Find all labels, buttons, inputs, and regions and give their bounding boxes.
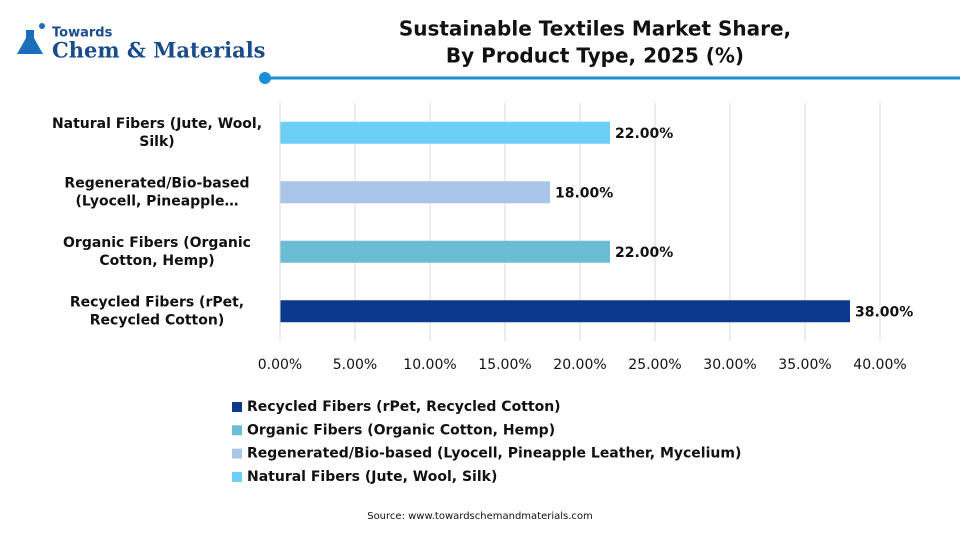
- x-tick-label: 5.00%: [333, 357, 377, 373]
- logo-icon: [17, 30, 43, 54]
- y-tick-label: Regenerated/Bio-based (Lyocell, Pineapple…: [64, 175, 249, 209]
- x-tick-label: 30.00%: [703, 357, 756, 373]
- legend-swatch: [232, 448, 242, 459]
- y-tick-label: Natural Fibers (Jute, Wool, Silk): [52, 116, 262, 150]
- legend-label: Regenerated/Bio-based (Lyocell, Pineappl…: [247, 446, 741, 462]
- x-tick-label: 15.00%: [478, 357, 531, 373]
- logo-line1: Towards: [52, 26, 113, 41]
- y-tick-label: Organic Fibers (Organic Cotton, Hemp): [63, 235, 251, 269]
- data-label: 38.00%: [855, 304, 913, 320]
- logo: Towards Chem & Materials: [17, 23, 266, 63]
- x-tick-label: 40.00%: [853, 357, 906, 373]
- x-tick-label: 20.00%: [553, 357, 606, 373]
- bar: [280, 300, 850, 323]
- header-dot: [259, 72, 271, 84]
- bar: [280, 181, 550, 204]
- data-label: 22.00%: [615, 245, 673, 261]
- data-label: 22.00%: [615, 126, 673, 142]
- data-label: 18.00%: [555, 185, 613, 201]
- legend-label: Recycled Fibers (rPet, Recycled Cotton): [247, 399, 561, 415]
- source: Source: www.towardschemandmaterials.com: [367, 511, 593, 522]
- x-tick-label: 0.00%: [258, 357, 302, 373]
- legend-label: Natural Fibers (Jute, Wool, Silk): [247, 469, 497, 485]
- x-tick-label: 10.00%: [403, 357, 456, 373]
- legend-label: Organic Fibers (Organic Cotton, Hemp): [247, 422, 555, 438]
- legend-swatch: [232, 471, 242, 482]
- chart-title: Sustainable Textiles Market Share,: [399, 17, 791, 41]
- x-tick-label: 25.00%: [628, 357, 681, 373]
- y-tick-label: Recycled Fibers (rPet, Recycled Cotton): [70, 294, 244, 328]
- logo-line2: Chem & Materials: [52, 38, 266, 63]
- bar: [280, 121, 610, 144]
- legend-swatch: [232, 402, 242, 412]
- logo-dot: [39, 23, 45, 29]
- chart-title: By Product Type, 2025 (%): [446, 44, 744, 68]
- x-tick-label: 35.00%: [778, 357, 831, 373]
- bar: [280, 240, 610, 263]
- legend-swatch: [232, 425, 242, 436]
